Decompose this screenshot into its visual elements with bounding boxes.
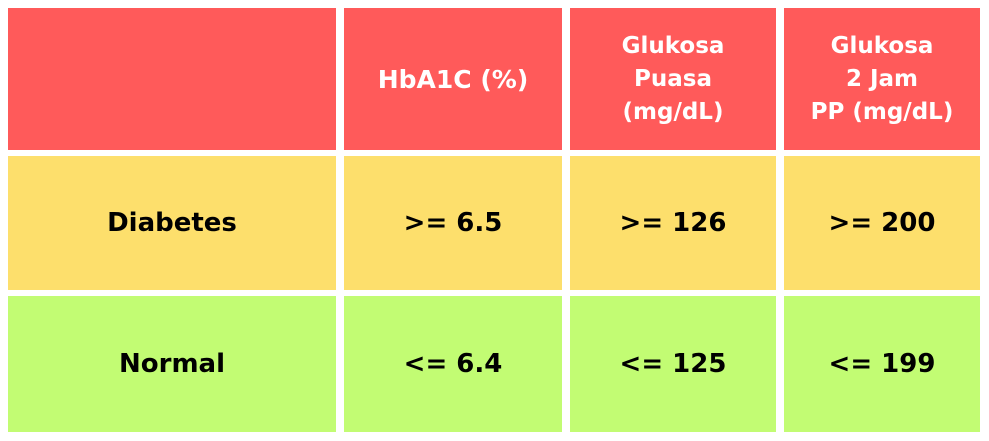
normal-glukosa-puasa-value: <= 125 bbox=[619, 349, 727, 379]
diabetes-hba1c-cell: >= 6.5 bbox=[344, 156, 562, 290]
diabetes-glukosa-2jam-value: >= 200 bbox=[828, 208, 936, 238]
diabetes-hba1c-value: >= 6.5 bbox=[403, 208, 503, 238]
diabetes-glukosa-puasa-cell: >= 126 bbox=[570, 156, 776, 290]
normal-label: Normal bbox=[119, 349, 225, 379]
diabetes-label: Diabetes bbox=[107, 208, 237, 238]
normal-hba1c-value: <= 6.4 bbox=[403, 349, 503, 379]
header-cell-empty bbox=[8, 8, 336, 150]
header-cell-glukosa-puasa: Glukosa Puasa (mg/dL) bbox=[570, 8, 776, 150]
diabetes-glukosa-puasa-value: >= 126 bbox=[619, 208, 727, 238]
diabetes-glukosa-2jam-cell: >= 200 bbox=[784, 156, 980, 290]
normal-glukosa-2jam-cell: <= 199 bbox=[784, 296, 980, 432]
normal-glukosa-2jam-value: <= 199 bbox=[828, 349, 936, 379]
normal-hba1c-cell: <= 6.4 bbox=[344, 296, 562, 432]
header-cell-hba1c: HbA1C (%) bbox=[344, 8, 562, 150]
header-label-glukosa-puasa: Glukosa Puasa (mg/dL) bbox=[621, 32, 725, 125]
header-label-hba1c: HbA1C (%) bbox=[377, 64, 529, 94]
row-label-diabetes: Diabetes bbox=[8, 156, 336, 290]
normal-glukosa-puasa-cell: <= 125 bbox=[570, 296, 776, 432]
header-cell-glukosa-2jam: Glukosa 2 Jam PP (mg/dL) bbox=[784, 8, 980, 150]
header-label-glukosa-2jam: Glukosa 2 Jam PP (mg/dL) bbox=[810, 32, 954, 125]
row-label-normal: Normal bbox=[8, 296, 336, 432]
